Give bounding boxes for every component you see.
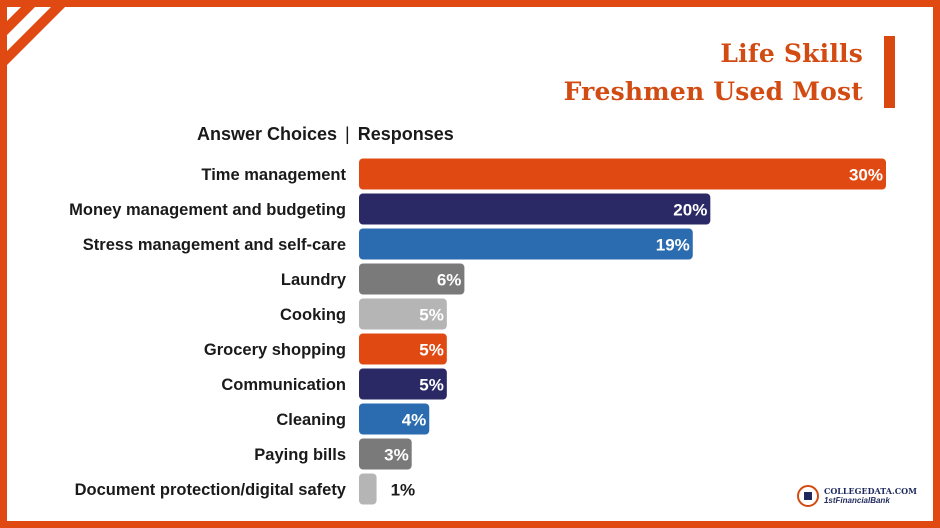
- logo-line-1: COLLEGEDATA.COM: [823, 486, 917, 496]
- column-header: Answer Choices | Responses: [197, 124, 454, 145]
- value-label-paying-bills: 3%: [384, 446, 409, 465]
- bar-laundry: [359, 263, 465, 295]
- value-label-document-protection-digital-safety: 1%: [391, 481, 416, 500]
- bar-document-protection-digital-safety: [359, 473, 377, 505]
- value-label-grocery-shopping: 5%: [419, 341, 444, 360]
- title-line-2: Freshmen Used Most: [563, 77, 863, 106]
- chart-title: Life Skills Freshmen Used Most: [564, 35, 863, 111]
- value-label-cooking: 5%: [419, 306, 444, 325]
- category-label-cleaning: Cleaning: [276, 411, 346, 429]
- bar-cooking: [359, 298, 447, 330]
- header-responses: Responses: [357, 124, 454, 144]
- value-label-communication: 5%: [419, 376, 444, 395]
- bar-money-management-and-budgeting: [359, 193, 711, 225]
- bar-time-management: [359, 158, 886, 190]
- category-label-time-management: Time management: [201, 166, 346, 184]
- bar-stress-management-and-self-care: [359, 228, 693, 260]
- corner-stripes-decoration: [7, 7, 97, 97]
- title-line-1: Life Skills: [720, 39, 863, 68]
- header-answer-choices: Answer Choices: [197, 124, 338, 144]
- value-label-cleaning: 4%: [402, 411, 427, 430]
- logo-line-2: 1stFinancialBank: [823, 496, 890, 505]
- bar-paying-bills: [359, 438, 412, 470]
- category-label-stress-management-and-self-care: Stress management and self-care: [83, 236, 346, 254]
- bar-chart: Time management 30% Money management and b…: [69, 158, 886, 505]
- value-label-laundry: 6%: [437, 271, 462, 290]
- category-label-laundry: Laundry: [281, 271, 347, 289]
- title-accent-bar: [884, 36, 895, 108]
- category-label-money-management-and-budgeting: Money management and budgeting: [69, 201, 346, 219]
- category-label-communication: Communication: [221, 376, 346, 394]
- value-label-money-management-and-budgeting: 20%: [673, 201, 707, 220]
- header-separator: |: [345, 124, 350, 144]
- bar-grocery-shopping: [359, 333, 447, 365]
- category-label-document-protection-digital-safety: Document protection/digital safety: [75, 481, 347, 499]
- collegedata-logo: COLLEGEDATA.COM 1stFinancialBank: [796, 485, 917, 507]
- value-label-stress-management-and-self-care: 19%: [656, 236, 690, 255]
- bar-communication: [359, 368, 447, 400]
- category-label-grocery-shopping: Grocery shopping: [204, 341, 346, 359]
- value-label-time-management: 30%: [849, 166, 883, 185]
- bar-cleaning: [359, 403, 430, 435]
- category-label-cooking: Cooking: [280, 306, 346, 324]
- category-label-paying-bills: Paying bills: [254, 446, 346, 464]
- bank-seal-icon: [796, 485, 819, 507]
